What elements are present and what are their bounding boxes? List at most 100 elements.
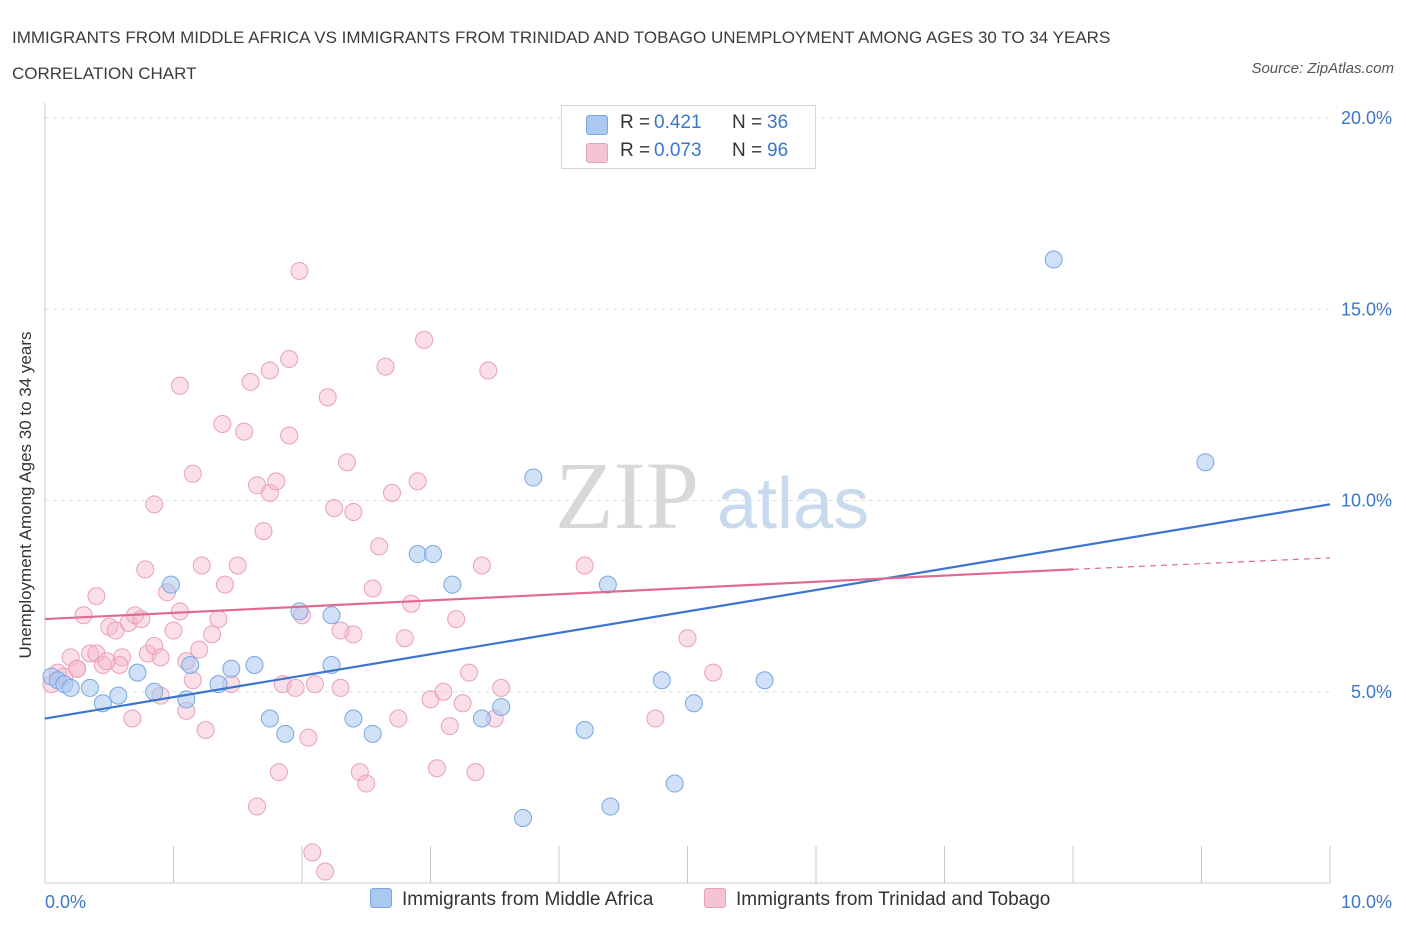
- point-middle-africa: [684, 694, 703, 713]
- point-trinidad: [151, 648, 170, 667]
- watermark-atlas: atlas: [717, 464, 869, 544]
- tick-labels: 5.0% 10.0% 15.0% 20.0% 0.0% 10.0%: [45, 108, 1392, 912]
- point-trinidad: [316, 862, 335, 881]
- point-trinidad: [575, 556, 594, 575]
- point-middle-africa: [322, 606, 341, 625]
- point-trinidad: [254, 522, 273, 541]
- point-trinidad: [350, 763, 369, 782]
- point-trinidad: [331, 678, 350, 697]
- point-middle-africa: [80, 678, 99, 697]
- point-trinidad: [183, 671, 202, 690]
- point-middle-africa: [472, 709, 491, 728]
- x-tick-label: 0.0%: [45, 892, 86, 912]
- legend-n-label: N =: [732, 140, 763, 161]
- point-trinidad: [415, 330, 434, 349]
- point-middle-africa: [109, 686, 128, 705]
- point-middle-africa: [260, 709, 279, 728]
- point-trinidad: [170, 376, 189, 395]
- point-trinidad: [196, 721, 215, 739]
- point-trinidad: [363, 579, 382, 598]
- point-trinidad: [260, 361, 279, 380]
- data-points: [42, 250, 1215, 881]
- point-trinidad: [68, 659, 87, 678]
- point-trinidad: [344, 502, 363, 521]
- point-trinidad: [248, 797, 267, 816]
- point-middle-africa: [443, 575, 462, 594]
- point-trinidad: [646, 709, 665, 728]
- point-trinidad: [408, 472, 427, 491]
- point-trinidad: [466, 763, 485, 782]
- trend-line-middle-africa: [44, 503, 1331, 720]
- point-trinidad: [123, 709, 142, 728]
- trend-line-trinidad: [44, 568, 1074, 621]
- point-middle-africa: [514, 808, 533, 827]
- legend-swatch-pink: [586, 143, 608, 163]
- point-trinidad: [434, 682, 453, 701]
- point-trinidad: [87, 587, 106, 606]
- point-trinidad: [74, 606, 93, 625]
- point-trinidad: [215, 575, 234, 594]
- point-trinidad: [337, 453, 356, 472]
- point-middle-africa: [1196, 453, 1215, 472]
- point-trinidad: [492, 678, 511, 697]
- point-middle-africa: [161, 575, 180, 594]
- source-label: Source: ZipAtlas.com: [1251, 60, 1394, 77]
- point-middle-africa: [276, 724, 295, 743]
- point-middle-africa: [61, 678, 80, 697]
- point-trinidad: [280, 349, 299, 368]
- watermark-zip: ZIP: [555, 442, 699, 549]
- point-trinidad: [260, 483, 279, 502]
- point-trinidad: [389, 709, 408, 728]
- point-trinidad: [192, 556, 211, 575]
- point-middle-africa: [652, 671, 671, 690]
- point-trinidad: [376, 357, 395, 376]
- point-trinidad: [213, 415, 232, 433]
- legend-n-value: 96: [767, 140, 789, 161]
- y-tick-label: 15.0%: [1341, 299, 1392, 319]
- point-trinidad: [80, 644, 99, 663]
- point-trinidad: [87, 644, 106, 663]
- legend-label: Immigrants from Middle Africa: [402, 889, 654, 910]
- y-tick-label: 20.0%: [1341, 108, 1392, 128]
- point-middle-africa: [575, 721, 594, 739]
- legend-n-label: N =: [732, 112, 763, 133]
- point-middle-africa: [755, 671, 774, 690]
- point-trinidad: [440, 717, 459, 736]
- chart-title: IMMIGRANTS FROM MIDDLE AFRICA VS IMMIGRA…: [12, 28, 1111, 83]
- point-trinidad: [453, 694, 472, 713]
- point-trinidad: [97, 652, 116, 671]
- point-trinidad: [190, 640, 209, 659]
- y-tick-label: 10.0%: [1341, 491, 1392, 511]
- x-tick-label: 10.0%: [1341, 892, 1392, 912]
- correlation-legend: R = 0.421 N = 36 R = 0.073 N = 96: [561, 105, 816, 169]
- trend-lines: [44, 503, 1331, 720]
- trend-line-trinidad-extension: [1072, 557, 1331, 570]
- point-trinidad: [136, 560, 155, 579]
- point-trinidad: [357, 774, 376, 793]
- legend-swatch-blue: [370, 888, 392, 908]
- point-trinidad: [331, 621, 350, 640]
- point-trinidad: [678, 629, 697, 648]
- point-trinidad: [402, 594, 421, 613]
- point-middle-africa: [665, 774, 684, 793]
- point-trinidad: [290, 262, 309, 280]
- point-trinidad: [299, 728, 318, 747]
- point-trinidad: [305, 675, 324, 694]
- point-trinidad: [145, 636, 164, 655]
- point-trinidad: [460, 663, 479, 682]
- legend-r-label: R =: [620, 112, 651, 133]
- point-trinidad: [395, 629, 414, 648]
- point-trinidad: [209, 610, 228, 629]
- point-trinidad: [382, 483, 401, 502]
- grid: [45, 117, 1330, 693]
- point-middle-africa: [344, 709, 363, 728]
- point-trinidad: [447, 610, 466, 629]
- point-middle-africa: [363, 724, 382, 743]
- point-trinidad: [370, 537, 389, 556]
- legend-r-value: 0.421: [654, 112, 702, 133]
- watermark: ZIP atlas: [555, 442, 869, 549]
- point-trinidad: [145, 495, 164, 514]
- y-axis-label: Unemployment Among Ages 30 to 34 years: [16, 331, 35, 659]
- point-trinidad: [241, 372, 260, 391]
- point-trinidad: [704, 663, 723, 682]
